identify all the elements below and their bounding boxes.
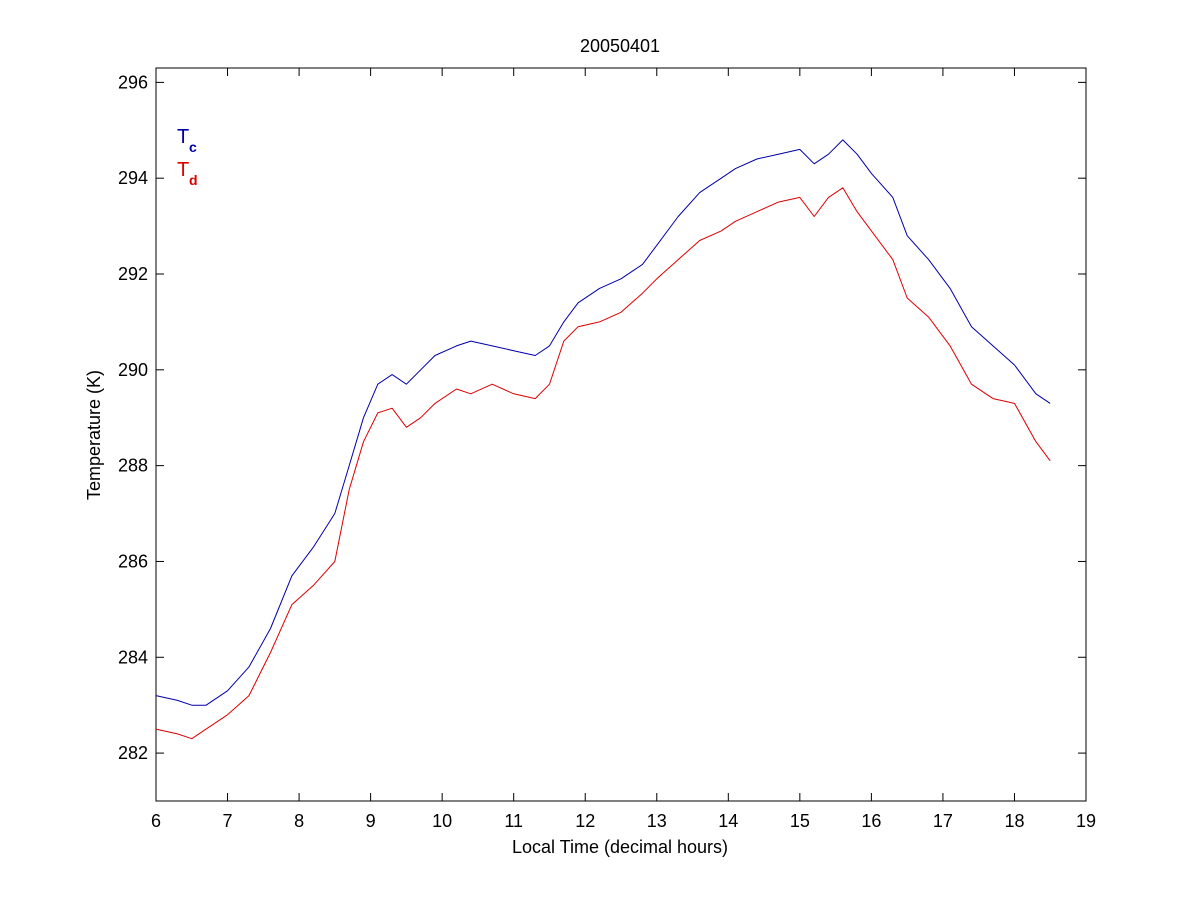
y-tick-label: 290 [118,360,148,380]
y-tick-label: 292 [118,264,148,284]
x-tick-label: 19 [1076,811,1096,831]
axis-ticks: 6 7 8 9 10 11 12 13 14 15 16 17 18 19 282 284 286 288 290 2… [118,68,1096,831]
legend-subscript-td: d [189,172,198,188]
x-tick-label: 8 [294,811,304,831]
x-tick-label: 16 [861,811,881,831]
x-tick-label: 11 [504,811,523,831]
x-tick-label: 12 [575,811,595,831]
x-tick-label: 14 [718,811,738,831]
x-tick-label: 17 [933,811,953,831]
y-tick-label: 282 [118,743,148,763]
x-tick-label: 10 [432,811,452,831]
y-tick-label: 284 [118,647,148,667]
chart-title: 20050401 [580,36,660,56]
x-tick-label: 6 [151,811,161,831]
series-line-tc [155,139,1051,706]
legend-label-td: T [177,159,189,181]
y-tick-label: 294 [118,168,148,188]
series-layer [155,139,1051,740]
y-tick-label: 288 [118,456,148,476]
x-axis-label: Local Time (decimal hours) [512,837,728,857]
x-tick-label: 9 [366,811,376,831]
x-tick-label: 13 [647,811,667,831]
series-line-td [155,187,1051,740]
legend-subscript-tc: c [189,139,197,155]
y-axis-label: Temperature (K) [84,370,104,500]
plot-area [155,67,1087,802]
x-tick-label: 7 [223,811,233,831]
y-tick-label: 296 [118,72,148,92]
x-tick-label: 18 [1004,811,1024,831]
legend-label-tc: T [177,126,189,148]
x-tick-label: 15 [790,811,810,831]
y-tick-label: 286 [118,551,148,571]
